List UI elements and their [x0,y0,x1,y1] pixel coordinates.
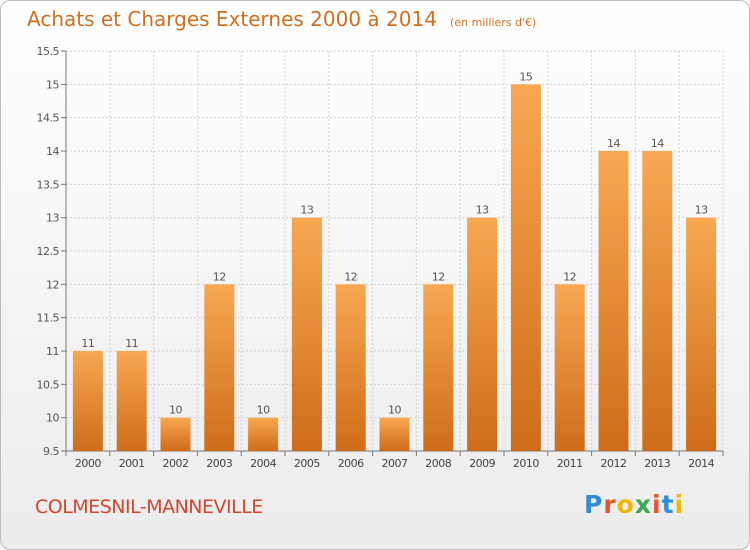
y-tick-label: 12 [46,278,59,291]
bars [72,84,717,451]
y-tick-label: 10 [46,412,59,425]
bar [642,151,673,451]
y-tick-label: 15 [46,78,59,91]
y-tick-label: 11 [46,345,59,358]
bar [423,284,454,451]
y-tick-label: 13 [46,212,59,225]
logo-letter: i [674,490,685,519]
value-label: 12 [213,270,226,283]
value-label: 11 [81,337,94,350]
x-tick-label: 2012 [601,457,627,470]
chart-title: Achats et Charges Externes 2000 à 2014 [27,7,437,31]
x-tick-label: 2002 [163,457,189,470]
bar [554,284,585,451]
value-label: 12 [563,270,576,283]
value-label: 13 [300,204,313,217]
y-tick-label: 13.5 [37,178,60,191]
y-tick-label: 14 [46,145,59,158]
logo-letter: r [603,490,617,519]
y-tick-label: 14.5 [37,112,60,125]
bar [204,284,235,451]
x-tick-label: 2001 [119,457,145,470]
bar [116,351,147,451]
x-tick-label: 2008 [425,457,451,470]
chart-unit: (en milliers d'€) [450,16,537,29]
value-labels: 11 11 10 12 10 13 12 10 12 13 15 12 14 14 13 [81,70,708,416]
bar [248,417,279,451]
bar [160,417,191,451]
x-tick-labels: 2000 2001 2002 2003 2004 2005 2006 2007 2008 2009… [75,457,715,470]
logo-letter: o [616,490,635,519]
proxiti-logo: Proxiti [584,490,684,519]
logo-letter: P [584,490,604,519]
bar [510,84,541,451]
x-tick-label: 2006 [338,457,364,470]
bar [72,351,103,451]
x-tick-label: 2010 [513,457,539,470]
y-tick-labels: 9.5 10 10.5 11 11.5 12 12.5 13 13.5 14 14.5 15 15.5 [37,45,60,458]
x-tick-label: 2014 [688,457,714,470]
bar [335,284,366,451]
value-label: 10 [169,404,182,417]
bar [686,217,717,451]
y-tick-label: 10.5 [37,378,60,391]
y-tick-label: 15.5 [37,45,60,58]
logo-letter: x [634,490,652,519]
x-tick-label: 2003 [206,457,232,470]
x-tick-label: 2009 [469,457,495,470]
x-tick-label: 2013 [644,457,670,470]
value-label: 12 [344,270,357,283]
x-tick-label: 2004 [250,457,276,470]
place-name: COLMESNIL-MANNEVILLE [35,496,263,518]
value-label: 10 [257,404,270,417]
title-row: Achats et Charges Externes 2000 à 2014 (… [27,7,536,31]
value-label: 11 [125,337,138,350]
x-tick-label: 2005 [294,457,320,470]
x-tick-label: 2000 [75,457,101,470]
value-label: 14 [607,137,620,150]
value-label: 10 [388,404,401,417]
bar [467,217,498,451]
y-tick-label: 12.5 [37,245,60,258]
value-label: 13 [476,204,489,217]
bar [379,417,410,451]
value-label: 14 [651,137,664,150]
value-label: 13 [695,204,708,217]
x-tick-label: 2011 [557,457,583,470]
y-tick-label: 11.5 [37,312,60,325]
logo-letter: i [652,490,662,519]
value-label: 12 [432,270,445,283]
x-tick-label: 2007 [382,457,408,470]
bar [291,217,322,451]
bar [598,151,629,451]
y-tick-label: 9.5 [43,445,59,458]
value-label: 15 [519,70,532,83]
logo-letter: t [661,490,675,519]
